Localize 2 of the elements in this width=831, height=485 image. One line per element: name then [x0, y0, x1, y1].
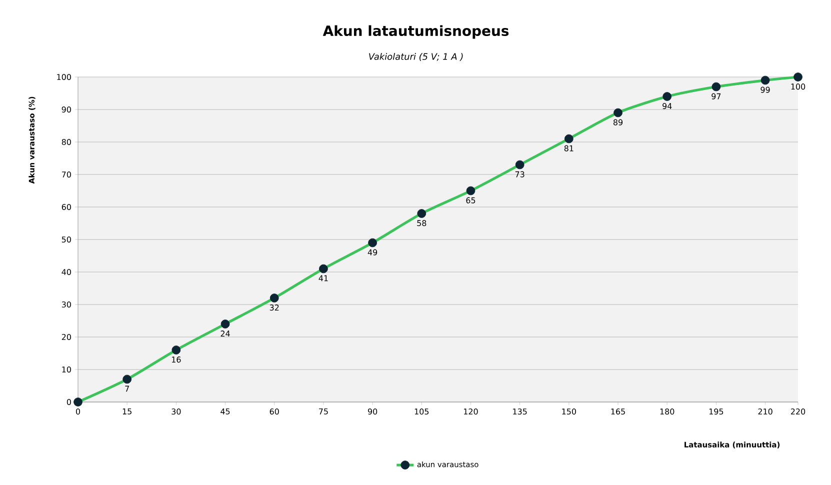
chart-subtitle: Vakiolaturi (5 V; 1 A ): [369, 53, 463, 61]
chart-title: Akun latautumisnopeus: [322, 25, 509, 39]
